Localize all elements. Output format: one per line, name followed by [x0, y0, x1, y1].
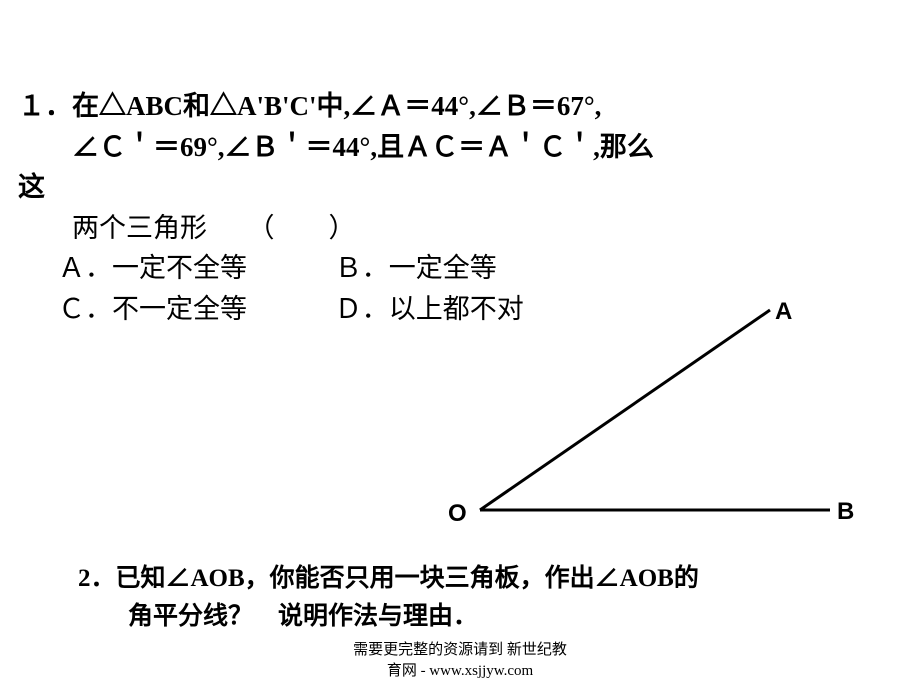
footer-line2: 育网 - www.xsjjyw.com — [0, 661, 920, 682]
q2-line2: 角平分线？ 说明作法与理由． — [78, 598, 858, 636]
vertex-label-a: A — [775, 298, 792, 326]
q1-option-b: Ｂ．一定全等 — [335, 253, 497, 283]
vertex-label-o: O — [448, 500, 467, 528]
q1-option-c: Ｃ．不一定全等 — [58, 289, 328, 330]
q1-option-a: Ａ．一定不全等 — [58, 248, 328, 289]
footer-line1: 需要更完整的资源请到 新世纪教 — [0, 640, 920, 661]
q1-line2b: 这 — [18, 167, 898, 208]
question-2: 2．已知∠AOB，你能否只用一块三角板，作出∠AOB的 角平分线？ 说明作法与理… — [78, 560, 858, 635]
footer-text: 需要更完整的资源请到 新世纪教 育网 - www.xsjjyw.com — [0, 640, 920, 682]
question-1: １．在△ABC和△A'B'C'中,∠Ａ＝44°,∠Ｂ＝67°, ∠Ｃ＇＝69°,… — [18, 86, 898, 329]
q1-line1: １．在△ABC和△A'B'C'中,∠Ａ＝44°,∠Ｂ＝67°, — [18, 86, 898, 127]
vertex-label-b: B — [837, 498, 854, 526]
ray-oa — [480, 310, 770, 510]
q1-line2: ∠Ｃ＇＝69°,∠Ｂ＇＝44°,且ＡＣ＝Ａ＇Ｃ＇,那么 — [18, 127, 898, 168]
q1-options-row1: Ａ．一定不全等 Ｂ．一定全等 — [18, 248, 898, 289]
angle-diagram: A O B — [430, 300, 860, 550]
angle-svg — [430, 300, 860, 550]
q2-line1: 2．已知∠AOB，你能否只用一块三角板，作出∠AOB的 — [78, 560, 858, 598]
q1-line3: 两个三角形 （ ） — [18, 208, 898, 249]
